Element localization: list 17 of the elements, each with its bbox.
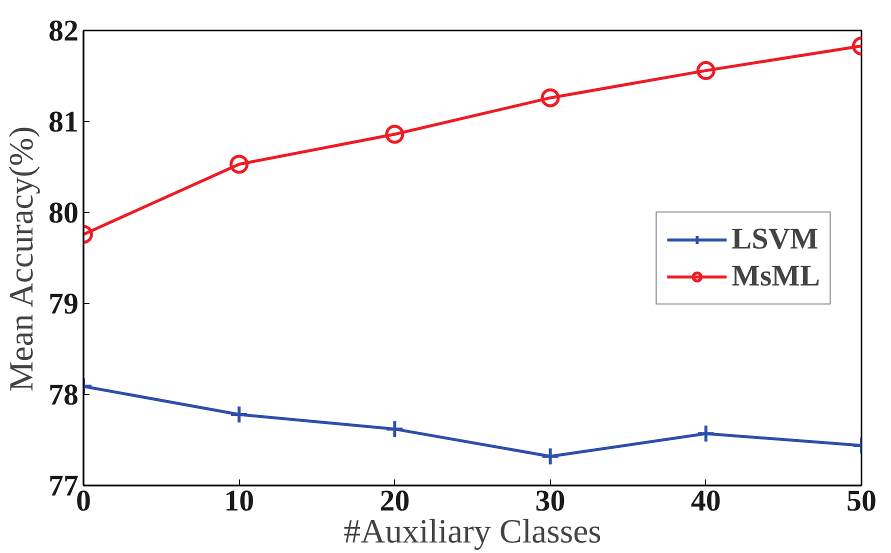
y-tick-label: 80 [48,196,78,230]
legend-label: MsML [732,259,820,293]
x-tick-label: 40 [690,484,721,518]
y-tick-label: 79 [48,288,78,320]
x-tick-label: 50 [846,484,876,518]
point [540,88,560,108]
point [385,124,404,144]
x-tick-label: 10 [224,484,254,518]
legend-label: LSVM [732,222,818,256]
point [385,420,404,439]
y-axis-title: Mean Accuracy(%) [4,126,40,392]
y-tick-label: 77 [48,470,78,502]
y-tick-label: 82 [48,14,78,48]
point [540,446,560,466]
y-tick-label: 78 [48,378,78,412]
x-tick-label: 0 [76,484,91,518]
y-tick-label: 81 [48,106,78,138]
